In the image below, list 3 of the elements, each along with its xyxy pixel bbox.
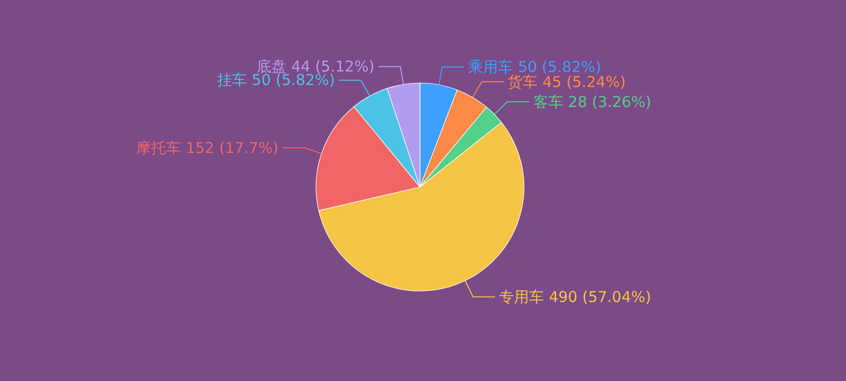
slice-label: 专用车 490 (57.04%) xyxy=(499,288,652,306)
slice-label: 客车 28 (3.26%) xyxy=(533,92,652,111)
slice-label: 摩托车 152 (17.7%) xyxy=(136,138,278,157)
